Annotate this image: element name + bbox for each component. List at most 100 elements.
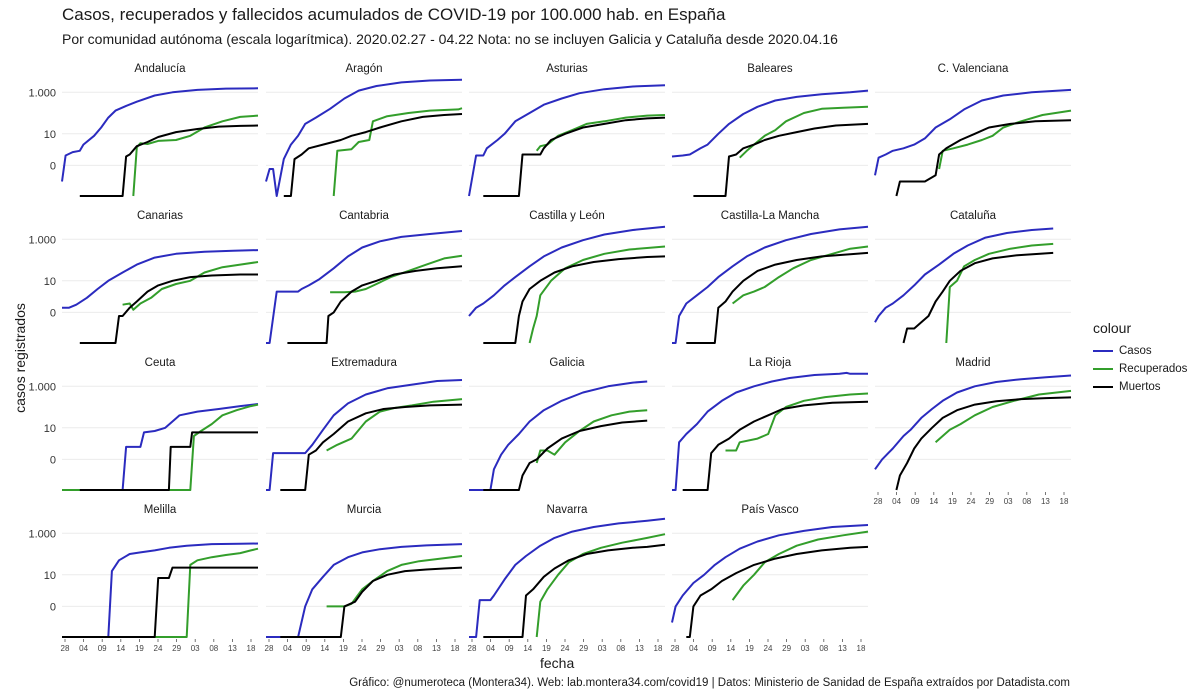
- x-tick-label: 18: [1060, 497, 1069, 506]
- x-tick-label: 13: [635, 644, 644, 653]
- panel-title: Cantabria: [339, 210, 389, 222]
- y-tick-label: 10: [44, 570, 56, 582]
- x-tick-label: 29: [579, 644, 588, 653]
- series-line-recuperados: [62, 403, 259, 491]
- series-line-casos: [62, 403, 259, 491]
- x-tick-label: 24: [764, 644, 773, 653]
- series-line-muertos: [79, 273, 258, 344]
- x-tick-label: 29: [985, 497, 994, 506]
- series-line-recuperados: [535, 409, 648, 464]
- series-line-muertos: [62, 566, 258, 638]
- series-line-muertos: [483, 116, 666, 197]
- x-tick-label: 19: [745, 644, 754, 653]
- series-line-recuperados: [326, 555, 463, 608]
- series-line-recuperados: [739, 105, 869, 159]
- x-tick-label: 29: [376, 644, 385, 653]
- x-tick-label: 08: [819, 644, 828, 653]
- x-tick-label: 19: [948, 497, 957, 506]
- x-tick-label: 24: [967, 497, 976, 506]
- panel-title: Melilla: [144, 504, 177, 516]
- series-line-muertos: [682, 400, 869, 491]
- series-line-casos: [266, 230, 463, 344]
- y-axis-label: casos registrados: [12, 303, 28, 413]
- x-tick-label: 03: [191, 644, 200, 653]
- x-tick-label: 14: [929, 497, 938, 506]
- x-tick-label: 08: [209, 644, 218, 653]
- y-tick-label: 0: [50, 307, 56, 319]
- x-tick-label: 28: [874, 497, 883, 506]
- x-axis-label: fecha: [540, 655, 575, 671]
- series-line-recuperados: [934, 389, 1072, 444]
- panel-title: Cataluña: [950, 210, 997, 222]
- panel-title: La Rioja: [749, 357, 792, 369]
- panel-title: Baleares: [747, 63, 793, 75]
- x-tick-label: 28: [265, 644, 274, 653]
- series-line-muertos: [283, 113, 463, 197]
- series-line-casos: [266, 543, 463, 638]
- x-tick-label: 13: [228, 644, 237, 653]
- series-line-recuperados: [528, 245, 666, 344]
- x-tick-label: 04: [892, 497, 901, 506]
- x-tick-label: 09: [302, 644, 311, 653]
- panel-title: Madrid: [955, 357, 990, 369]
- series-line-recuperados: [938, 109, 1072, 170]
- x-tick-label: 13: [1041, 497, 1050, 506]
- series-line-muertos: [79, 124, 259, 197]
- x-tick-label: 28: [671, 644, 680, 653]
- legend-item-recuperados: Recuperados: [1093, 360, 1187, 378]
- y-tick-label: 0: [50, 160, 56, 172]
- x-tick-label: 13: [432, 644, 441, 653]
- x-tick-label: 03: [801, 644, 810, 653]
- series-line-recuperados: [62, 547, 259, 638]
- x-tick-label: 18: [247, 644, 256, 653]
- series-line-recuperados: [731, 530, 869, 601]
- legend-item-casos: Casos: [1093, 342, 1187, 360]
- series-line-muertos: [483, 419, 648, 491]
- panel-title: C. Valenciana: [938, 63, 1009, 75]
- series-line-recuperados: [132, 114, 259, 197]
- series-line-casos: [671, 524, 869, 623]
- x-tick-label: 28: [468, 644, 477, 653]
- x-tick-label: 14: [726, 644, 735, 653]
- x-tick-label: 09: [911, 497, 920, 506]
- y-tick-label: 0: [50, 454, 56, 466]
- x-tick-label: 28: [61, 644, 70, 653]
- chart-caption: Gráfico: @numeroteca (Montera34). Web: l…: [349, 677, 1070, 689]
- series-line-casos: [468, 225, 666, 317]
- series-line-muertos: [895, 396, 1072, 491]
- x-tick-label: 04: [689, 644, 698, 653]
- legend-key-casos: [1093, 350, 1113, 352]
- series-line-casos: [469, 380, 648, 491]
- series-line-muertos: [686, 251, 869, 344]
- series-line-recuperados: [731, 245, 869, 305]
- series-line-recuperados: [332, 107, 463, 197]
- x-tick-label: 09: [708, 644, 717, 653]
- series-line-casos: [874, 374, 1072, 470]
- x-tick-label: 14: [320, 644, 329, 653]
- legend-label: Muertos: [1119, 381, 1161, 393]
- x-tick-label: 14: [116, 644, 125, 653]
- series-line-casos: [468, 84, 666, 197]
- series-line-muertos: [287, 265, 463, 344]
- series-line-muertos: [280, 566, 463, 638]
- panel-title: Extremadura: [331, 357, 397, 369]
- y-tick-label: 1.000: [28, 87, 56, 99]
- x-tick-label: 29: [172, 644, 181, 653]
- x-tick-label: 03: [395, 644, 404, 653]
- legend-key-recuperados: [1093, 368, 1113, 370]
- y-tick-label: 1.000: [28, 381, 56, 393]
- x-tick-label: 19: [542, 644, 551, 653]
- series-line-casos: [62, 249, 259, 309]
- y-tick-label: 1.000: [28, 234, 56, 246]
- panel-title: Canarias: [137, 210, 183, 222]
- x-tick-label: 24: [154, 644, 163, 653]
- y-tick-label: 0: [50, 601, 56, 613]
- series-line-muertos: [902, 251, 1054, 344]
- series-line-casos: [671, 89, 869, 158]
- x-tick-label: 19: [135, 644, 144, 653]
- chart-title: Casos, recuperados y fallecidos acumulad…: [62, 5, 726, 24]
- series-line-casos: [672, 225, 869, 344]
- panel-title: Navarra: [547, 504, 589, 516]
- panel-title: Ceuta: [145, 357, 176, 369]
